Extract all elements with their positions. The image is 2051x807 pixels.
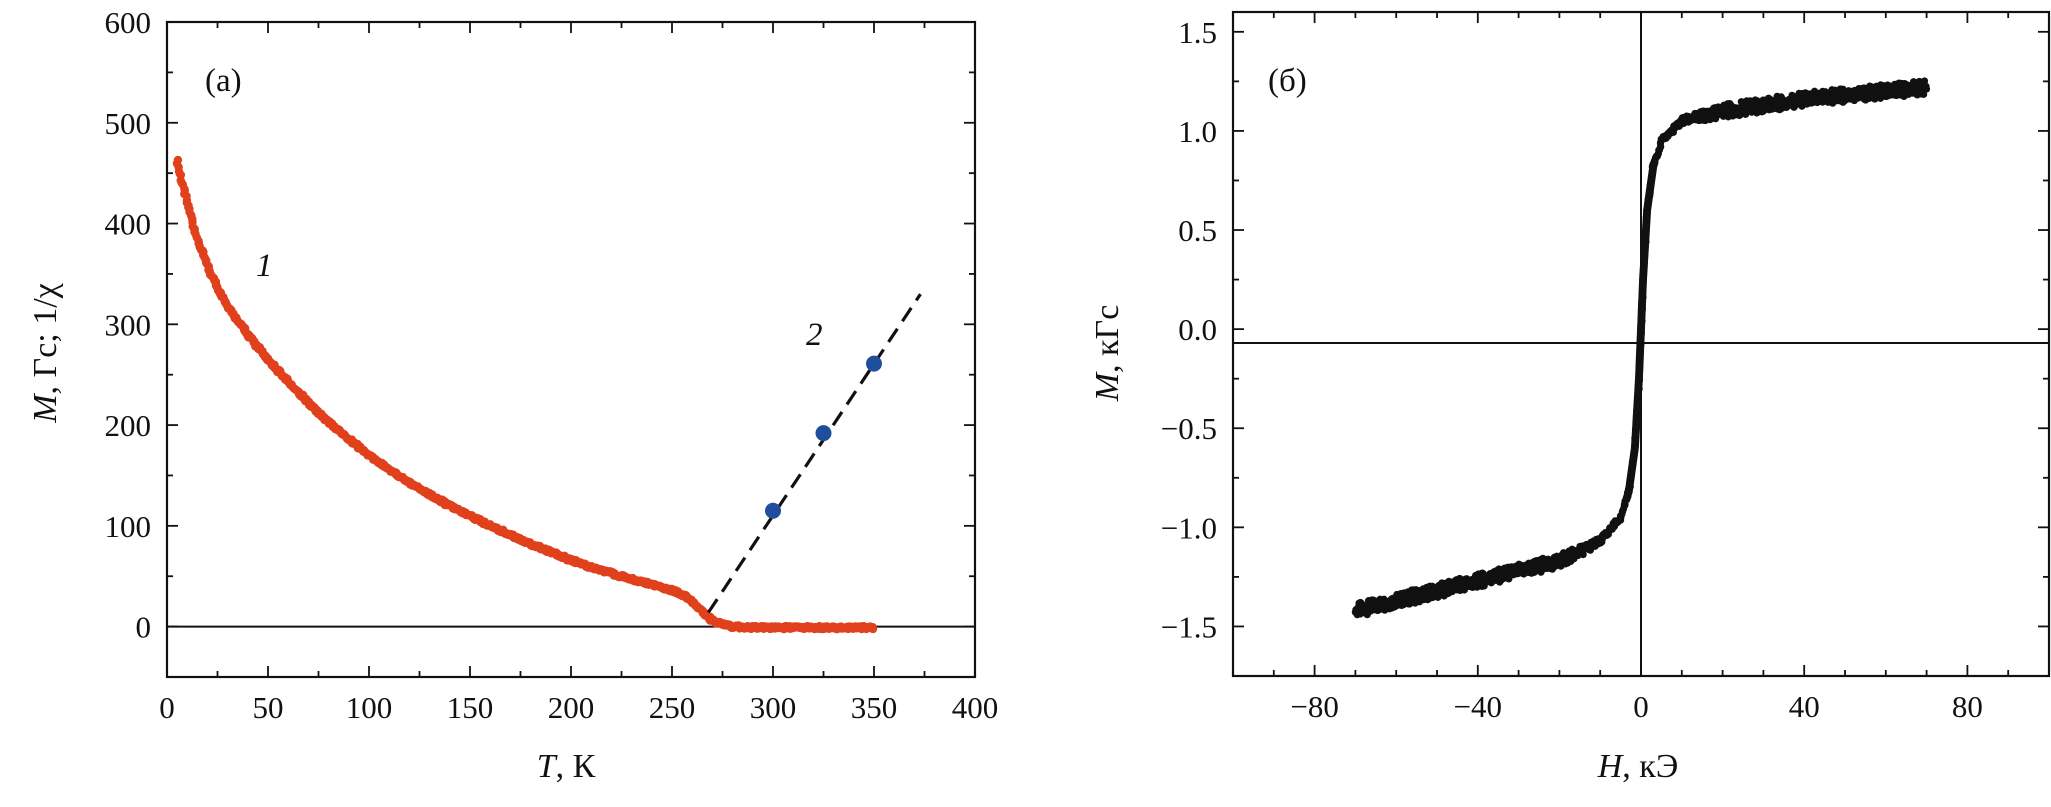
x-tick-label: 200 bbox=[548, 690, 595, 725]
x-tick-label: 350 bbox=[851, 690, 898, 725]
y-tick-label: 1.5 bbox=[1178, 15, 1217, 50]
y-tick-label: 0.5 bbox=[1178, 213, 1217, 248]
y-tick-label: 1.0 bbox=[1178, 114, 1217, 149]
x-tick-label: 250 bbox=[649, 690, 696, 725]
panel-a-curve-2-label: 2 bbox=[806, 317, 823, 353]
panel-a-x-axis-title: T, К bbox=[537, 748, 596, 785]
y-tick-label: 0 bbox=[136, 610, 152, 645]
panel-b: −80 −40 0 40 80 −1.5 −1.0 −0.5 0.0 0.5 1.0 1.5 (б)… bbox=[1089, 10, 2051, 785]
x-tick-label: 100 bbox=[346, 690, 393, 725]
x-tick-label: 0 bbox=[159, 690, 175, 725]
panel-a-x-axis-unit: , К bbox=[556, 748, 596, 785]
hysteresis-point bbox=[1920, 77, 1929, 85]
panel-a-series-2 bbox=[765, 355, 882, 519]
y-tick-label: 0.0 bbox=[1178, 312, 1217, 347]
panel-b-y-axis-unit: , кГс bbox=[1089, 305, 1126, 373]
panel-a-y-axis-unit: , Гс; 1/χ bbox=[27, 283, 64, 394]
x-tick-label: 50 bbox=[253, 690, 284, 725]
panel-a-curve-1-label: 1 bbox=[256, 248, 273, 284]
panel-a: 0 50 100 150 200 250 300 350 400 0 100 200 300 400 50… bbox=[27, 5, 998, 785]
series-2-point bbox=[765, 502, 781, 519]
y-tick-label: −1.0 bbox=[1161, 510, 1217, 545]
panel-b-x-axis-unit: , кЭ bbox=[1622, 748, 1678, 785]
y-tick-label: 400 bbox=[105, 207, 152, 242]
x-tick-label: 400 bbox=[952, 690, 999, 725]
y-tick-label: −0.5 bbox=[1161, 411, 1217, 446]
x-tick-label: −80 bbox=[1290, 689, 1338, 724]
series-2-point bbox=[815, 425, 832, 442]
hysteresis-point bbox=[1922, 85, 1931, 93]
panel-a-y-axis-symbol: M bbox=[27, 393, 64, 424]
hysteresis-point bbox=[1650, 158, 1659, 167]
y-tick-label: −1.5 bbox=[1161, 609, 1217, 644]
panel-b-y-axis-title: M, кГс bbox=[1089, 305, 1126, 403]
panel-b-y-tick-labels: −1.5 −1.0 −0.5 0.0 0.5 1.0 1.5 bbox=[1161, 15, 1217, 645]
y-tick-label: 300 bbox=[105, 307, 152, 342]
panel-a-series-2-fit-line bbox=[707, 293, 922, 614]
panel-a-frame bbox=[165, 20, 977, 679]
panel-b-label: (б) bbox=[1268, 63, 1307, 99]
panel-b-series-1 bbox=[1351, 77, 1931, 619]
panel-a-y-axis-title: M, Гс; 1/χ bbox=[27, 283, 64, 424]
panel-b-y-axis-symbol: M bbox=[1089, 371, 1126, 402]
x-tick-label: 0 bbox=[1633, 689, 1649, 724]
panel-a-x-tick-labels: 0 50 100 150 200 250 300 350 400 bbox=[159, 690, 998, 725]
x-tick-label: −40 bbox=[1454, 689, 1502, 724]
x-tick-label: 80 bbox=[1952, 689, 1983, 724]
panel-a-label: (а) bbox=[205, 63, 242, 99]
x-tick-label: 300 bbox=[750, 690, 797, 725]
panel-a-ticks bbox=[166, 21, 976, 678]
y-tick-label: 100 bbox=[105, 509, 152, 544]
y-tick-label: 600 bbox=[105, 5, 152, 40]
panel-b-x-axis-symbol: H bbox=[1597, 748, 1625, 785]
panel-a-x-axis-symbol: T bbox=[537, 748, 558, 785]
x-tick-label: 40 bbox=[1789, 689, 1820, 724]
panel-b-ticks bbox=[1232, 12, 2050, 677]
series-2-point bbox=[866, 355, 882, 372]
panel-a-series-1 bbox=[172, 155, 878, 634]
x-tick-label: 150 bbox=[447, 690, 494, 725]
panel-b-x-axis-title: H, кЭ bbox=[1597, 748, 1679, 785]
panel-a-y-tick-labels: 0 100 200 300 400 500 600 bbox=[105, 5, 152, 645]
y-tick-label: 500 bbox=[105, 106, 152, 141]
series-1-point bbox=[868, 624, 878, 634]
y-tick-label: 200 bbox=[105, 408, 152, 443]
panel-b-x-tick-labels: −80 −40 0 40 80 bbox=[1290, 689, 1983, 724]
